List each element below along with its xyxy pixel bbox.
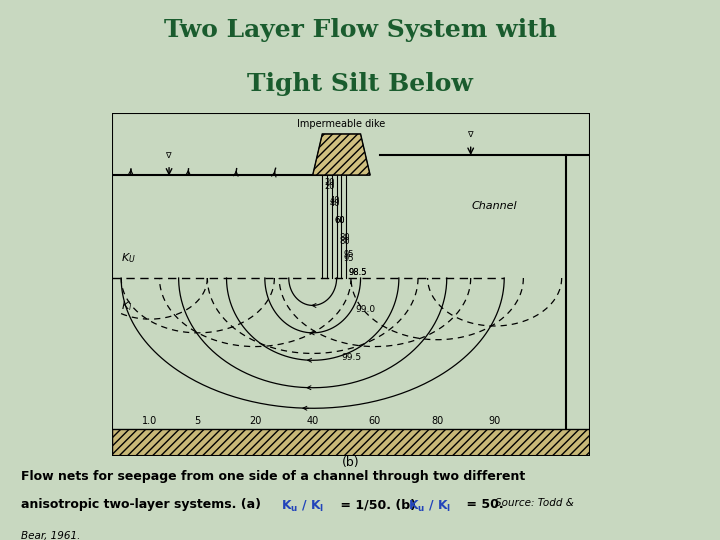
Text: $\nabla$: $\nabla$: [467, 130, 474, 139]
Text: 5: 5: [194, 416, 201, 426]
Text: Flow nets for seepage from one side of a channel through two different: Flow nets for seepage from one side of a…: [22, 470, 526, 483]
Text: $K_l$: $K_l$: [121, 299, 132, 313]
Bar: [112, 429, 590, 456]
Text: 95: 95: [344, 254, 354, 263]
Text: 60: 60: [334, 216, 345, 225]
Text: 99.0: 99.0: [356, 305, 376, 314]
Text: Bear, 1961.: Bear, 1961.: [22, 531, 81, 540]
Text: $\mathbf{K_u\ /\ K_l}$: $\mathbf{K_u\ /\ K_l}$: [281, 498, 324, 514]
Text: Tight Silt Below: Tight Silt Below: [247, 72, 473, 96]
Text: 98.5: 98.5: [348, 267, 367, 276]
Text: Impermeable dike: Impermeable dike: [297, 119, 385, 129]
Text: 40: 40: [307, 416, 319, 426]
Text: (b): (b): [342, 456, 360, 469]
Text: 60: 60: [369, 416, 381, 426]
Text: = 1/50. (b): = 1/50. (b): [336, 498, 420, 511]
Text: 80: 80: [339, 237, 350, 246]
Text: 80: 80: [431, 416, 444, 426]
Text: 40: 40: [330, 195, 340, 205]
Bar: [112, 429, 590, 456]
Text: 40: 40: [330, 199, 340, 208]
Text: $K_U$: $K_U$: [121, 251, 136, 265]
Text: Two Layer Flow System with: Two Layer Flow System with: [163, 18, 557, 42]
Text: $\nabla$: $\nabla$: [165, 151, 173, 160]
Polygon shape: [312, 134, 370, 175]
Text: 98.5: 98.5: [348, 267, 367, 276]
Text: 90: 90: [488, 416, 501, 426]
Text: Source: Todd &: Source: Todd &: [495, 498, 574, 509]
Text: 1.0: 1.0: [143, 416, 158, 426]
Text: 20: 20: [249, 416, 261, 426]
Text: = 50.: = 50.: [462, 498, 508, 511]
Text: 20: 20: [325, 178, 336, 187]
Text: 20: 20: [325, 182, 336, 191]
Text: Channel: Channel: [472, 201, 518, 212]
Text: 99.5: 99.5: [341, 353, 361, 362]
Text: anisotropic two-layer systems. (a): anisotropic two-layer systems. (a): [22, 498, 266, 511]
Text: $\mathbf{K_u\ /\ K_l}$: $\mathbf{K_u\ /\ K_l}$: [408, 498, 451, 514]
Text: 95: 95: [344, 251, 354, 259]
Text: 80: 80: [339, 233, 350, 242]
Text: 60: 60: [334, 216, 345, 225]
